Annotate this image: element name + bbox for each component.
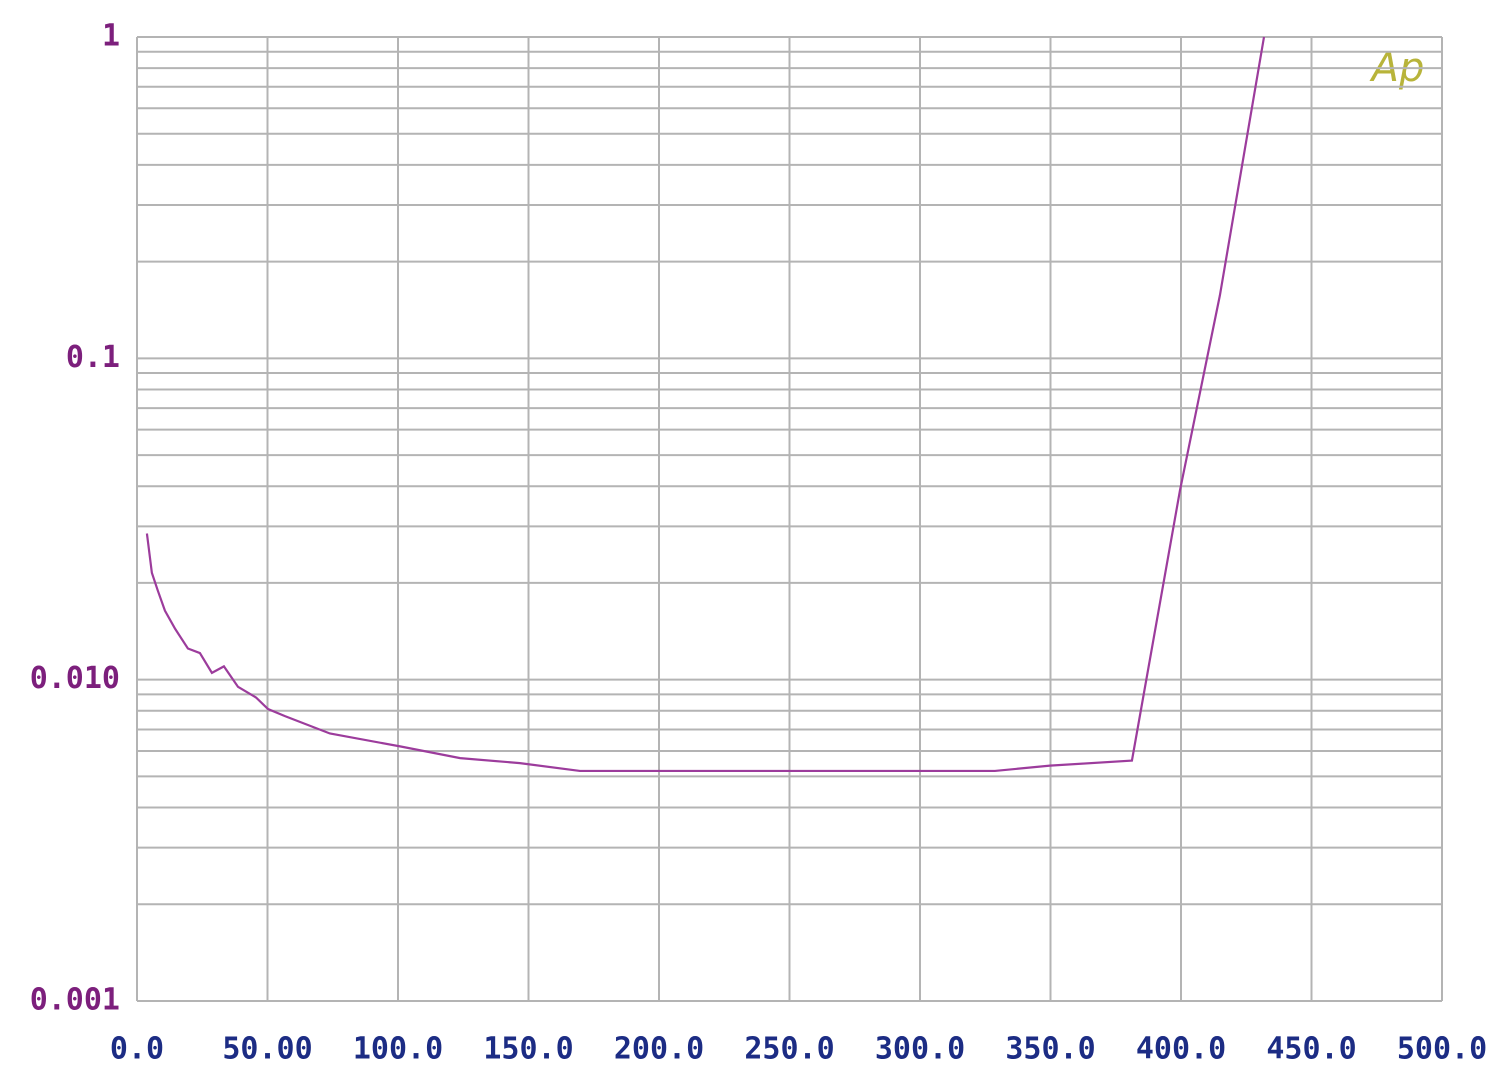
x-tick-label: 0.0 [110,1032,164,1067]
x-tick-label: 300.0 [875,1032,965,1067]
y-tick-label: 0.001 [30,983,120,1018]
data-line [145,36,1266,773]
x-tick-label: 500.0 [1397,1032,1487,1067]
y-tick-label: 0.1 [66,340,120,375]
x-tick-label: 350.0 [1005,1032,1095,1067]
y-tick-label: 0.010 [30,661,120,696]
x-tick-label: 450.0 [1266,1032,1356,1067]
x-tick-label: 250.0 [744,1032,834,1067]
y-tick-label: 1 [102,19,120,54]
x-tick-label: 400.0 [1136,1032,1226,1067]
x-tick-label: 200.0 [614,1032,704,1067]
x-tick-label: 150.0 [483,1032,573,1067]
x-tick-label: 50.00 [222,1032,312,1067]
x-tick-label: 100.0 [353,1032,443,1067]
